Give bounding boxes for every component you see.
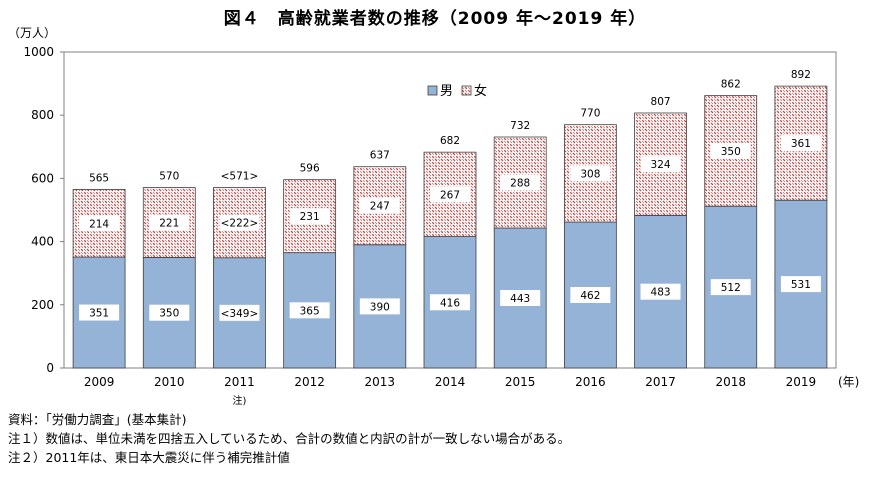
male-label-bg: [500, 290, 541, 307]
x-tick-label: 2011: [224, 375, 255, 389]
x-tick-label: 2009: [84, 375, 115, 389]
total-value-label: 682: [440, 135, 460, 147]
x-tick-label: 2017: [645, 375, 676, 389]
male-value-label: 483: [651, 287, 671, 299]
female-value-label: 350: [721, 146, 741, 158]
x-tick-label: 2012: [294, 375, 325, 389]
male-value-label: 350: [159, 308, 179, 320]
total-value-label: 732: [510, 120, 530, 132]
female-value-label: 247: [370, 201, 390, 213]
female-label-bg: [430, 186, 470, 203]
female-value-label: 361: [791, 138, 811, 150]
female-value-label: <222>: [221, 218, 259, 230]
y-tick-label: 200: [31, 298, 54, 312]
x-tick-label: 2010: [154, 375, 185, 389]
female-label-bg: [710, 142, 751, 159]
female-label-bg: [149, 214, 190, 231]
y-tick-label: 400: [31, 235, 54, 249]
male-value-label: 365: [300, 305, 320, 317]
male-value-label: <349>: [221, 308, 259, 320]
female-value-label: 267: [440, 189, 460, 201]
legend-swatch-female: [461, 85, 472, 96]
total-value-label: 807: [651, 96, 671, 108]
y-tick-label: 0: [46, 361, 54, 375]
note-2: 注２）2011年は、東日本大震災に伴う補完推計値: [8, 450, 290, 465]
stacked-bar-chart: 0 200 400 600 800 1000 351 214 565 2009 350 221 570 2…: [23, 45, 859, 407]
female-value-label: 288: [510, 178, 530, 190]
female-value-label: 231: [300, 211, 320, 223]
note-1: 注１）数値は、単位未満を四捨五入しているため、合計の数値と内訳の計が一致しない場…: [8, 431, 571, 446]
female-label-bg: [219, 214, 260, 231]
female-value-label: 214: [89, 218, 109, 230]
female-value-label: 324: [651, 159, 671, 171]
total-value-label: 892: [791, 69, 811, 81]
x-tick-label: 2013: [365, 375, 396, 389]
female-label-bg: [640, 156, 681, 173]
male-value-label: 512: [721, 282, 741, 294]
male-label-bg: [149, 304, 190, 321]
total-value-label: 770: [580, 108, 600, 120]
total-value-label: 637: [370, 150, 390, 162]
note-source: 資料：「労働力調査」(基本集計): [8, 412, 187, 427]
male-label-bg: [79, 304, 120, 321]
total-value-label: 862: [721, 79, 741, 91]
male-label-bg: [219, 304, 260, 321]
male-value-label: 531: [791, 279, 811, 291]
male-value-label: 390: [370, 301, 390, 313]
x-tick-label: 2019: [786, 375, 817, 389]
male-label-bg: [780, 276, 821, 293]
female-label-bg: [570, 165, 611, 182]
male-label-bg: [640, 283, 681, 300]
female-label-bg: [500, 174, 541, 191]
male-label-bg: [430, 294, 470, 311]
total-value-label: 596: [300, 163, 320, 175]
male-value-label: 462: [580, 290, 600, 302]
x-tick-label: 2016: [575, 375, 606, 389]
female-label-bg: [359, 197, 400, 214]
male-label-bg: [359, 298, 400, 315]
y-tick-label: 600: [31, 171, 54, 185]
chart-title: 図４ 高齢就業者数の推移（2009 年～2019 年）: [223, 9, 647, 29]
female-value-label: 308: [580, 168, 600, 180]
male-value-label: 443: [510, 293, 530, 305]
y-tick-label: 1000: [23, 45, 54, 59]
total-value-label: <571>: [221, 171, 259, 183]
female-label-bg: [79, 215, 120, 232]
male-label-bg: [289, 302, 330, 319]
notes: 資料：「労働力調査」(基本集計) 注１）数値は、単位未満を四捨五入しているため、…: [8, 410, 570, 467]
female-value-label: 221: [159, 217, 179, 229]
male-value-label: 351: [89, 308, 109, 320]
female-label-bg: [289, 208, 330, 225]
x-tick-sublabel: 注): [233, 394, 247, 407]
legend-label-male: 男: [440, 84, 453, 99]
male-label-bg: [570, 287, 611, 304]
x-tick-label: 2018: [715, 375, 746, 389]
male-value-label: 416: [440, 297, 460, 309]
total-value-label: 570: [159, 171, 179, 183]
legend-swatch-male: [427, 85, 438, 96]
x-tick-label: 2014: [435, 375, 466, 389]
male-label-bg: [710, 279, 751, 296]
y-unit-label: （万人）: [8, 26, 57, 40]
total-value-label: 565: [89, 172, 109, 184]
x-tick-label: 2015: [505, 375, 536, 389]
y-tick-label: 800: [31, 108, 54, 122]
female-label-bg: [780, 135, 821, 152]
x-unit-label: (年): [838, 375, 859, 389]
legend-label-female: 女: [474, 83, 487, 99]
